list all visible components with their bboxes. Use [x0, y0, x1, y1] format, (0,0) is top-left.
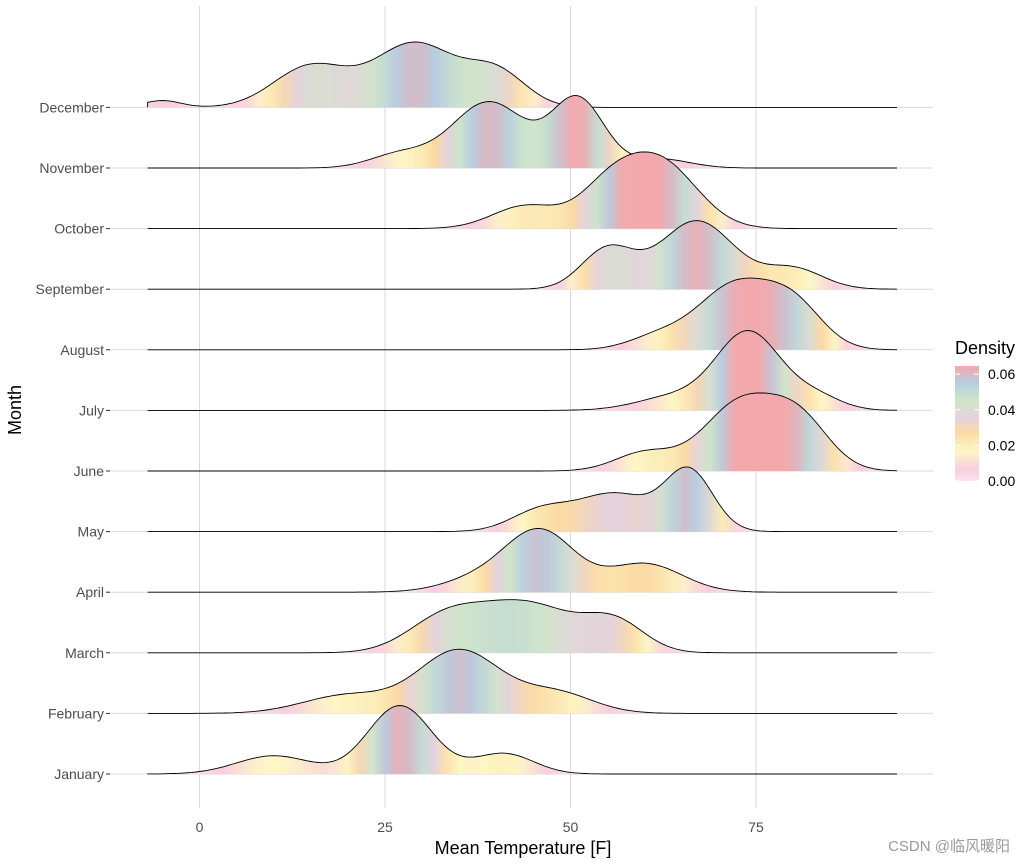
- x-tick-label: 75: [748, 819, 764, 835]
- ridge-fill-december: [147, 42, 898, 108]
- ridge-fill-april: [147, 528, 898, 593]
- ridge-fill-october: [147, 151, 898, 229]
- y-tick-label-july: July: [79, 402, 104, 418]
- legend-label: 0.04: [988, 402, 1015, 418]
- ridge-december: [147, 41, 898, 108]
- ridges: [147, 41, 898, 775]
- ridge-outline-september: [147, 220, 898, 290]
- ridge-fill-september: [147, 220, 898, 290]
- ridge-may: [147, 466, 898, 533]
- ridge-outline-june: [147, 392, 898, 472]
- legend-title: Density: [955, 338, 1015, 358]
- ridge-april: [147, 527, 898, 593]
- ridge-outline-may: [147, 466, 897, 533]
- ridge-october: [147, 151, 898, 230]
- ridge-november: [147, 95, 898, 169]
- y-tick-label-september: September: [36, 281, 105, 297]
- x-tick-label: 0: [196, 819, 204, 835]
- x-tick-label: 25: [377, 819, 393, 835]
- ridge-outline-april: [147, 527, 897, 593]
- x-axis-ticks: 0 25 50 75: [196, 819, 764, 835]
- y-tick-label-december: December: [39, 99, 104, 115]
- y-tick-label-march: March: [65, 645, 104, 661]
- ridge-september: [147, 220, 898, 290]
- x-axis-title: Mean Temperature [F]: [435, 838, 612, 858]
- ridge-outline-january: [147, 705, 897, 775]
- ridge-outline-october: [147, 151, 897, 230]
- y-tick-label-june: June: [74, 463, 105, 479]
- y-axis-ticks: December November October September August Ju…: [36, 99, 110, 782]
- ridge-outline-august: [147, 277, 897, 351]
- ridge-outline-november: [147, 95, 897, 169]
- ridge-march: [147, 599, 898, 654]
- ridge-fill-february: [147, 649, 898, 714]
- legend-label: 0.06: [988, 366, 1015, 382]
- ridge-fill-may: [147, 466, 898, 532]
- y-tick-label-may: May: [78, 524, 104, 540]
- ridge-june: [147, 392, 898, 472]
- y-tick-label-august: August: [60, 342, 104, 358]
- ridge-january: [147, 705, 898, 775]
- ridge-outline-july: [147, 330, 898, 411]
- y-tick-label-april: April: [76, 584, 104, 600]
- ridge-february: [147, 648, 898, 714]
- ridge-outline-february: [147, 648, 897, 714]
- legend-label: 0.02: [988, 437, 1015, 453]
- ridge-fill-july: [147, 330, 898, 411]
- y-tick-label-february: February: [48, 705, 104, 721]
- y-tick-label-october: October: [54, 221, 104, 237]
- ridge-august: [147, 277, 898, 351]
- watermark: CSDN @临风暖阳: [888, 838, 1010, 855]
- ridge-fill-june: [147, 392, 898, 471]
- y-axis-title: Month: [5, 385, 25, 435]
- legend: Density 0.06 0.04 0.02 0.00: [955, 338, 1015, 489]
- ridge-fill-march: [147, 599, 898, 653]
- ridge-fill-november: [147, 95, 898, 168]
- x-tick-label: 50: [563, 819, 579, 835]
- ridge-july: [147, 330, 898, 411]
- ridge-fill-january: [147, 705, 898, 774]
- ridge-outline-march: [147, 599, 897, 654]
- legend-label: 0.00: [988, 473, 1015, 489]
- y-tick-label-january: January: [54, 766, 104, 782]
- y-tick-label-november: November: [39, 160, 104, 176]
- ridge-outline-december: [147, 41, 897, 108]
- legend-colorbar: [955, 366, 979, 481]
